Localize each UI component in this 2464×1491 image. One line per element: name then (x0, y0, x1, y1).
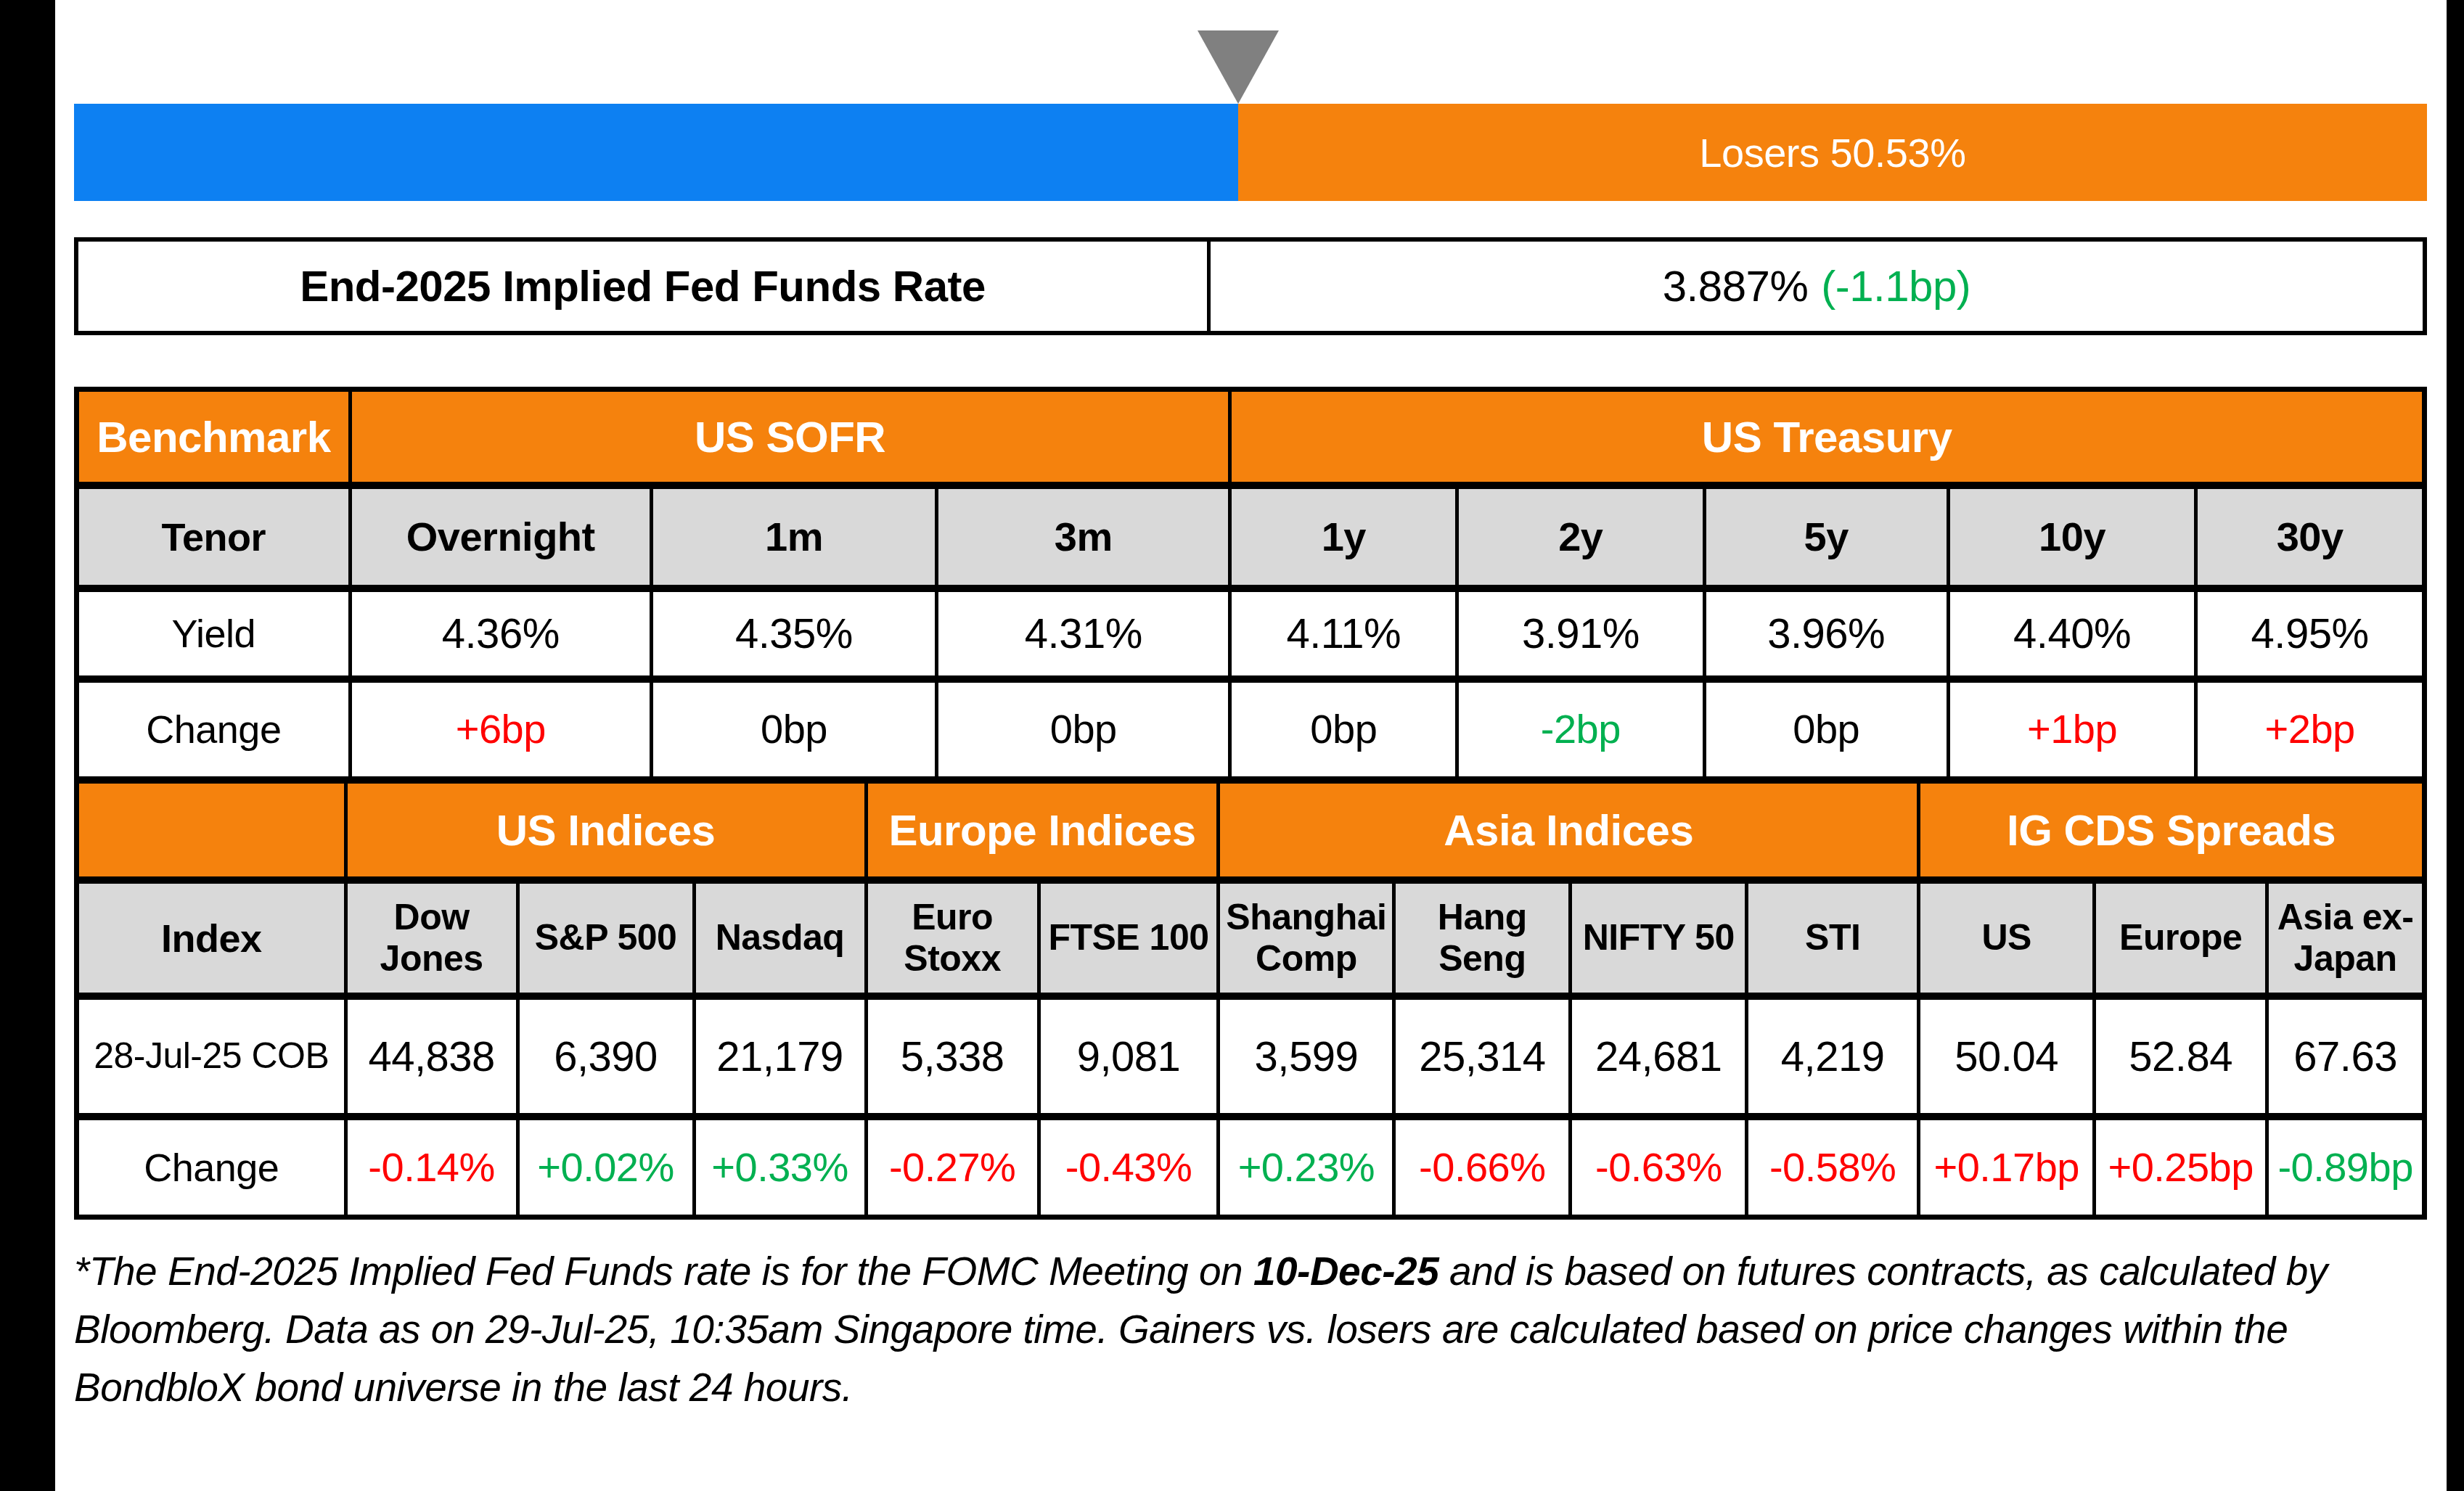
tenor-5y: 5y (1706, 489, 1947, 585)
col-header-sp500: S&P 500 (520, 884, 692, 993)
fomc-date: 10-Dec-25 (1253, 1249, 1438, 1294)
yield-30y: 4.95% (2198, 592, 2422, 675)
group-header-us-treasury: US Treasury (1232, 392, 2422, 482)
group-header-us-sofr: US SOFR (352, 392, 1229, 482)
indices-table: US Indices Europe Indices Asia Indices I… (79, 784, 2422, 1215)
col-header-cds-asia-ex-japan: Asia ex-Japan (2269, 884, 2422, 993)
change-3m: 0bp (938, 683, 1228, 776)
col-header-ftse100: FTSE 100 (1041, 884, 1217, 993)
indices-change-row-label: Change (79, 1120, 344, 1215)
yield-2y: 3.91% (1459, 592, 1702, 675)
col-header-nasdaq: Nasdaq (696, 884, 864, 993)
fed-funds-label: End-2025 Implied Fed Funds Rate (78, 242, 1211, 331)
col-header-hang-seng: Hang Seng (1396, 884, 1568, 993)
close-nifty50: 24,681 (1572, 1000, 1745, 1113)
gainers-losers-bar: Losers 50.53% (74, 104, 2427, 201)
col-header-cds-europe: Europe (2096, 884, 2265, 993)
close-cds-us: 50.04 (1920, 1000, 2092, 1113)
change-ftse100: -0.43% (1041, 1120, 1217, 1215)
change-10y: +1bp (1950, 683, 2194, 776)
yield-5y: 3.96% (1706, 592, 1947, 675)
close-sp500: 6,390 (520, 1000, 692, 1113)
yield-row-label: Yield (79, 592, 348, 675)
yield-3m: 4.31% (938, 592, 1228, 675)
fed-funds-rate-row: End-2025 Implied Fed Funds Rate 3.887% (… (74, 237, 2427, 335)
tenor-2y: 2y (1459, 489, 1702, 585)
close-cds-asia-ex-japan: 67.63 (2269, 1000, 2422, 1113)
change-overnight: +6bp (352, 683, 650, 776)
col-header-cds-us: US (1920, 884, 2092, 993)
market-data-tables: Benchmark US SOFR US Treasury Tenor Over… (74, 387, 2427, 1220)
down-triangle-icon (1198, 30, 1279, 104)
close-ftse100: 9,081 (1041, 1000, 1217, 1113)
tenor-30y: 30y (2198, 489, 2422, 585)
change-cds-us: +0.17bp (1920, 1120, 2092, 1215)
change-cds-europe: +0.25bp (2096, 1120, 2265, 1215)
tenor-overnight: Overnight (352, 489, 650, 585)
benchmark-change-row-label: Change (79, 683, 348, 776)
change-sti: -0.58% (1748, 1120, 1917, 1215)
change-nasdaq: +0.33% (696, 1120, 864, 1215)
tenor-10y: 10y (1950, 489, 2194, 585)
group-header-us-indices: US Indices (348, 784, 864, 876)
losers-label: Losers 50.53% (1699, 129, 1965, 176)
fed-funds-change: (-1.1bp) (1821, 261, 1970, 311)
yield-10y: 4.40% (1950, 592, 2194, 675)
yield-1m: 4.35% (653, 592, 935, 675)
cob-row-label: 28-Jul-25 COB (79, 1000, 344, 1113)
tenor-1y: 1y (1232, 489, 1455, 585)
change-2y: -2bp (1459, 683, 1702, 776)
index-row-label: Index (79, 884, 344, 993)
tenor-1m: 1m (653, 489, 935, 585)
group-header-ig-cds-spreads: IG CDS Spreads (1920, 784, 2422, 876)
change-sp500: +0.02% (520, 1120, 692, 1215)
benchmark-corner-header: Benchmark (79, 392, 348, 482)
group-header-asia-indices: Asia Indices (1220, 784, 1917, 876)
close-sti: 4,219 (1748, 1000, 1917, 1113)
change-hang-seng: -0.66% (1396, 1120, 1568, 1215)
col-header-sti: STI (1748, 884, 1917, 993)
change-cds-asia-ex-japan: -0.89bp (2269, 1120, 2422, 1215)
gainers-bar-segment (74, 104, 1238, 201)
benchmark-table: Benchmark US SOFR US Treasury Tenor Over… (79, 392, 2422, 776)
close-cds-europe: 52.84 (2096, 1000, 2265, 1113)
change-dow-jones: -0.14% (348, 1120, 516, 1215)
losers-bar-segment: Losers 50.53% (1238, 104, 2427, 201)
footnote: *The End-2025 Implied Fed Funds rate is … (74, 1242, 2455, 1416)
group-header-europe-indices: Europe Indices (868, 784, 1217, 876)
tenor-3m: 3m (938, 489, 1228, 585)
market-summary-infographic: Losers 50.53% End-2025 Implied Fed Funds… (0, 0, 2464, 1491)
footnote-line-1: *The End-2025 Implied Fed Funds rate is … (74, 1242, 2455, 1300)
fed-funds-rate: 3.887% (1663, 261, 1809, 311)
left-black-edge (0, 0, 55, 1491)
change-euro-stoxx: -0.27% (868, 1120, 1037, 1215)
indices-corner-header (79, 784, 344, 876)
change-1m: 0bp (653, 683, 935, 776)
change-5y: 0bp (1706, 683, 1947, 776)
footnote-line-2: Bloomberg. Data as on 29-Jul-25, 10:35am… (74, 1300, 2455, 1358)
close-nasdaq: 21,179 (696, 1000, 864, 1113)
change-nifty50: -0.63% (1572, 1120, 1745, 1215)
change-1y: 0bp (1232, 683, 1455, 776)
change-30y: +2bp (2198, 683, 2422, 776)
tenor-row-label: Tenor (79, 489, 348, 585)
marker-spacer (74, 30, 1238, 31)
col-header-dow-jones: Dow Jones (348, 884, 516, 993)
col-header-euro-stoxx: Euro Stoxx (868, 884, 1037, 993)
fed-funds-value: 3.887% (-1.1bp) (1211, 242, 2423, 331)
close-euro-stoxx: 5,338 (868, 1000, 1037, 1113)
footnote-line-3: BondbloX bond universe in the last 24 ho… (74, 1358, 2455, 1416)
col-header-shanghai-comp: Shanghai Comp (1220, 884, 1392, 993)
close-hang-seng: 25,314 (1396, 1000, 1568, 1113)
change-shanghai-comp: +0.23% (1220, 1120, 1392, 1215)
yield-1y: 4.11% (1232, 592, 1455, 675)
close-dow-jones: 44,838 (348, 1000, 516, 1113)
bar-marker-row (74, 30, 2427, 104)
col-header-nifty50: NIFTY 50 (1572, 884, 1745, 993)
close-shanghai-comp: 3,599 (1220, 1000, 1392, 1113)
yield-overnight: 4.36% (352, 592, 650, 675)
